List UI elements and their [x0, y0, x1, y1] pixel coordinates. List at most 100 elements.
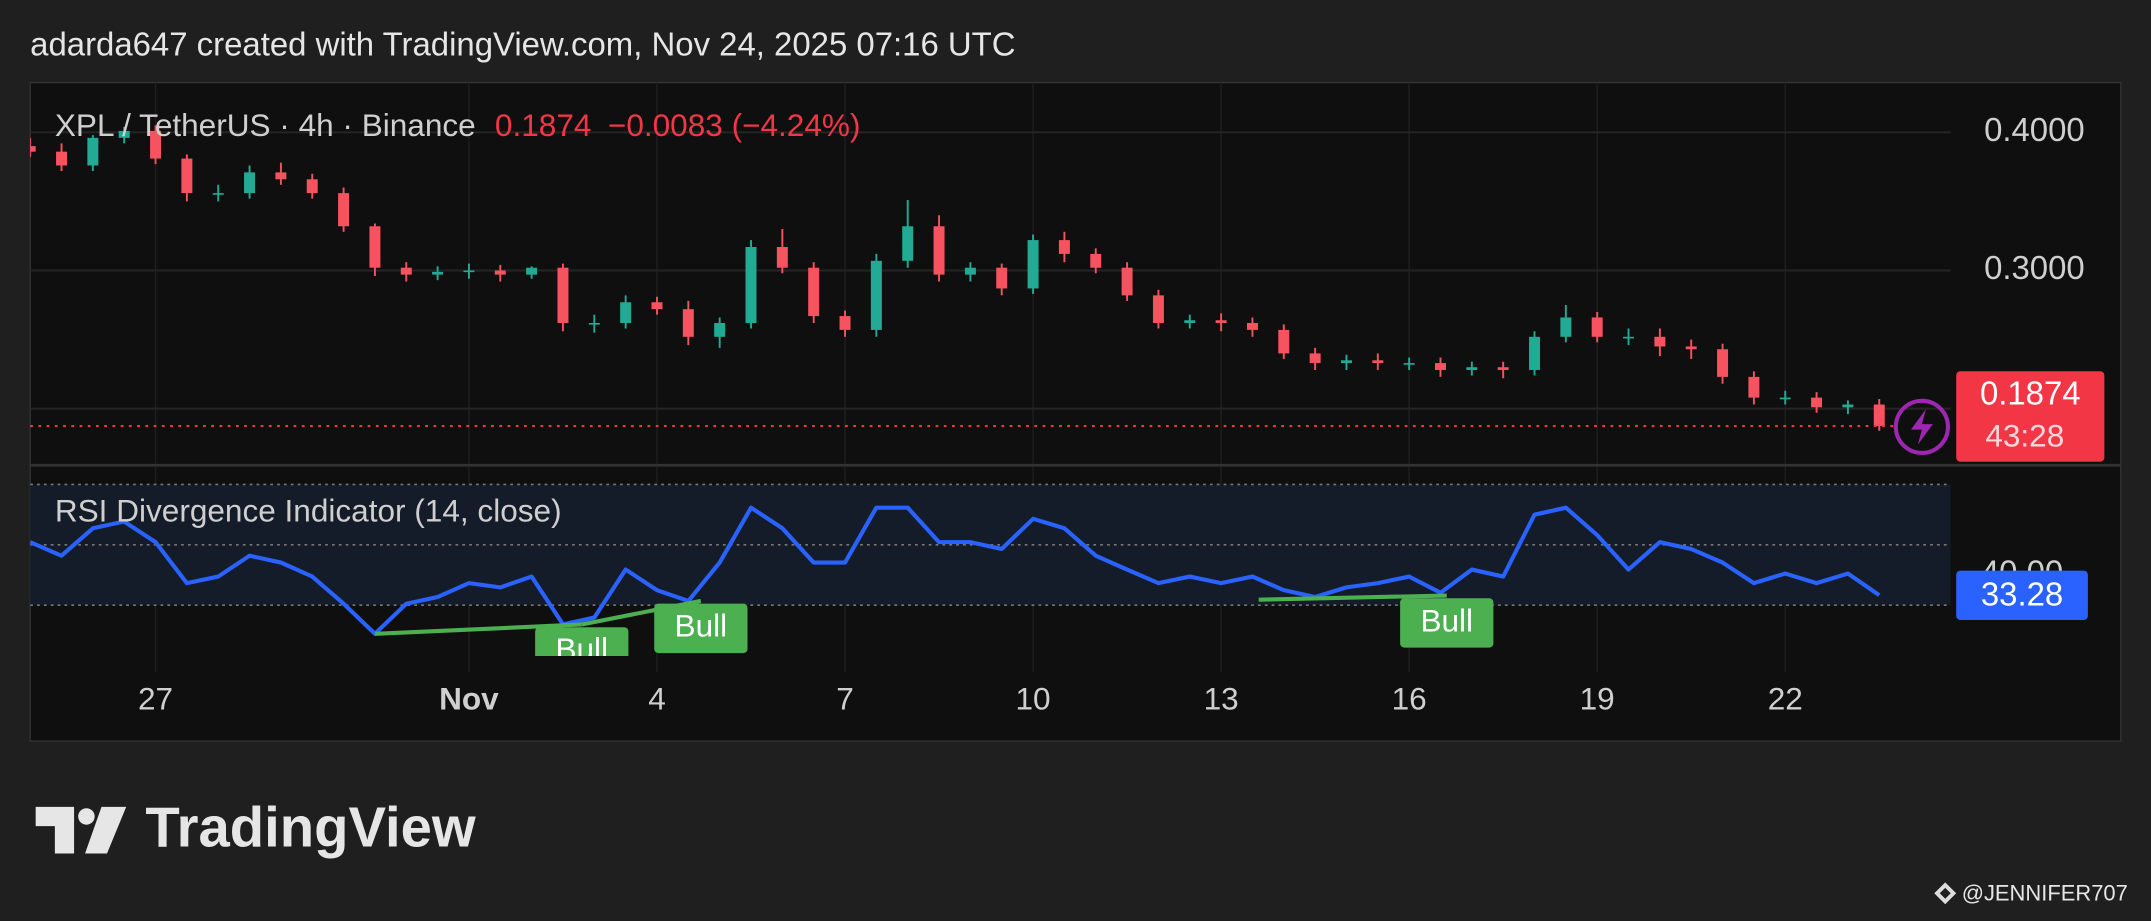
candle-body — [1152, 295, 1164, 323]
x-tick-label: 16 — [1392, 681, 1427, 717]
rsi-value-label: 33.28 — [1981, 575, 2063, 612]
divergence-label: Bull — [675, 608, 728, 644]
candle-body — [1435, 363, 1446, 370]
candle-body — [150, 130, 162, 159]
candle-body — [1873, 404, 1885, 427]
countdown: 43:28 — [1985, 418, 2064, 454]
divergence-label-box — [654, 603, 748, 654]
x-tick-label: Nov — [439, 681, 499, 717]
divergence-line — [1258, 593, 1447, 602]
candle-body — [306, 179, 318, 194]
candle-body — [1497, 367, 1509, 370]
logo: TradingView — [35, 795, 476, 858]
divergence-label: Bull — [1420, 602, 1473, 638]
legend-change: −0.0083 (−4.24%) — [608, 107, 861, 143]
symbol: XPL / TetherUS · 4h · Binance — [55, 107, 476, 143]
candle-body — [87, 137, 99, 166]
x-tick-label: 22 — [1768, 681, 1803, 717]
candle-body — [1623, 336, 1635, 339]
candle-body — [933, 226, 945, 275]
candle-body — [964, 267, 976, 275]
candle-body — [526, 267, 538, 275]
candle-body — [1309, 353, 1321, 364]
y-tick-label: 0.3000 — [1984, 249, 2085, 286]
candle-body — [463, 270, 475, 273]
candle-body — [1184, 320, 1196, 323]
candle-body — [432, 271, 444, 275]
candle-body — [1842, 404, 1854, 408]
candle-body — [1685, 346, 1697, 350]
candle-body — [400, 267, 412, 275]
candle-body — [1090, 253, 1102, 268]
candle-body — [1058, 240, 1070, 254]
candle-body — [1748, 376, 1760, 398]
candle-body — [1372, 360, 1384, 364]
candle-body — [494, 270, 506, 275]
legend-price: 0.1874 — [495, 107, 592, 143]
candle-body — [338, 193, 350, 227]
logo-mark — [85, 806, 127, 854]
alert-bolt — [1910, 409, 1933, 445]
x-tick-label: 19 — [1580, 681, 1615, 717]
header: adarda647 created with TradingView.com, … — [30, 26, 1015, 63]
candle-body — [745, 246, 757, 323]
candle-body — [1717, 349, 1729, 377]
x-tick-label: 10 — [1016, 681, 1051, 717]
x-tick-label: 7 — [836, 681, 854, 717]
candle-body — [714, 322, 726, 337]
divergence-line — [374, 622, 582, 636]
candle-body — [56, 151, 68, 166]
candle-body — [1027, 240, 1039, 289]
logo-mark — [35, 806, 75, 854]
candle-body — [1215, 320, 1227, 323]
y-tick-label: 0.4000 — [1984, 111, 2085, 148]
candle-body — [1246, 322, 1258, 330]
symbol-legend: XPL / TetherUS · 4h · Binance 0.1874 −0.00… — [55, 107, 861, 143]
candle-body — [1466, 367, 1478, 370]
divergence-label-box — [535, 627, 629, 656]
chart-frame — [29, 81, 2122, 742]
candle-body — [1591, 317, 1603, 337]
indicator-title: RSI Divergence Indicator (14, close) — [55, 493, 562, 529]
x-tick-label: 13 — [1204, 681, 1239, 717]
x-tick-label: 27 — [138, 681, 173, 717]
candle-body — [369, 226, 381, 268]
watermark: @JENNIFER707 — [1962, 880, 2128, 905]
candle-body — [181, 158, 193, 194]
rsi-line — [30, 505, 1881, 636]
divergence-label: Bull — [555, 631, 608, 667]
candle-body — [557, 267, 569, 323]
candle-body — [808, 267, 820, 317]
alert-icon — [1893, 398, 1951, 456]
rsi-value-box — [1956, 570, 2088, 620]
price-box-label: 0.1874 — [1980, 375, 2081, 412]
candle-body — [902, 226, 914, 261]
candle-body — [1529, 336, 1541, 370]
candle-body — [275, 172, 287, 180]
candle-body — [1278, 329, 1290, 354]
candle-body — [30, 146, 36, 152]
candle-body — [839, 316, 851, 330]
candle-body — [1779, 397, 1791, 400]
divergence-label-box — [1400, 598, 1494, 648]
candle-body — [118, 130, 130, 138]
candle-body — [1340, 360, 1352, 364]
logo-text: TradingView — [145, 795, 475, 858]
candle-body — [996, 267, 1008, 289]
candle-body — [1121, 267, 1133, 296]
alert-ring — [1893, 398, 1951, 456]
candle-body — [1560, 317, 1572, 337]
candle-body — [651, 302, 663, 310]
candle-body — [682, 309, 694, 337]
price-box — [1956, 371, 2105, 462]
candle-body — [620, 302, 632, 323]
candle-body — [870, 260, 882, 330]
candle-body — [776, 246, 788, 268]
candle-body — [1811, 397, 1823, 408]
logo-dot — [78, 808, 95, 825]
x-tick-label: 4 — [648, 681, 666, 717]
candle-body — [212, 193, 224, 195]
candle-body — [1403, 363, 1415, 365]
